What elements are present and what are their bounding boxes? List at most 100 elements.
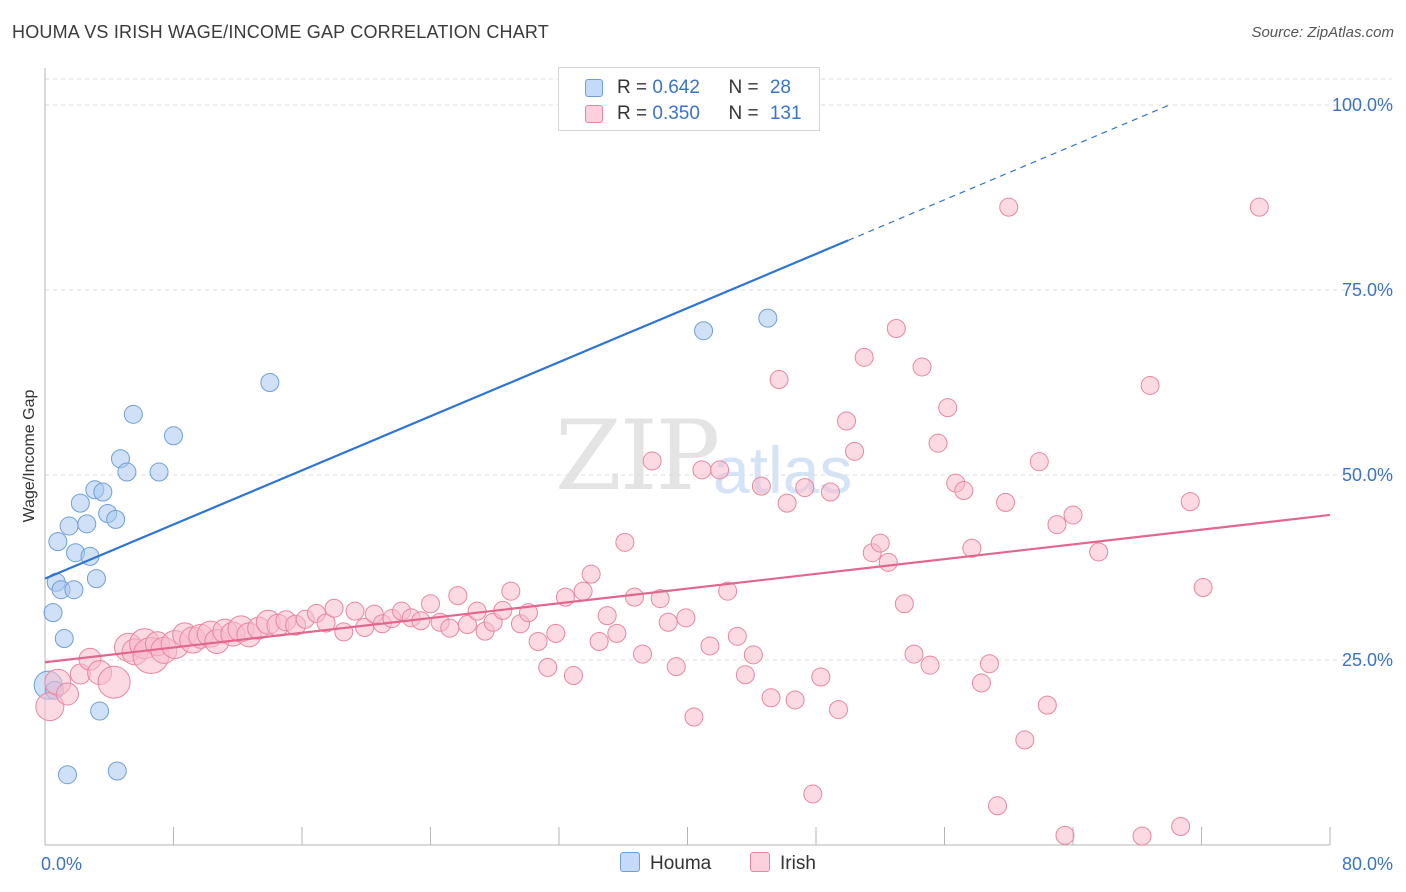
irish-point xyxy=(845,441,865,461)
irish-point xyxy=(962,538,982,558)
houma-point xyxy=(164,426,183,446)
irish-point xyxy=(1089,542,1109,562)
legend-r-value: 0.642 xyxy=(652,77,700,98)
irish-point xyxy=(528,632,548,651)
legend-stats: R = 0.642 N = 28 R = 0.350 N = 131 xyxy=(558,67,820,131)
irish-point xyxy=(811,667,831,687)
irish-point xyxy=(581,564,601,584)
irish-point xyxy=(854,347,874,367)
irish-point xyxy=(795,478,815,498)
irish-point xyxy=(334,622,354,642)
irish-point xyxy=(803,784,823,804)
irish-point xyxy=(912,357,932,377)
irish-point xyxy=(666,657,686,677)
irish-point xyxy=(55,682,79,706)
irish-point xyxy=(1193,577,1213,597)
irish-point xyxy=(573,581,593,601)
houma-point xyxy=(694,321,714,341)
x-tick-label: 80.0% xyxy=(1342,854,1393,874)
irish-point xyxy=(1249,197,1269,217)
houma-point xyxy=(106,509,126,529)
irish-point xyxy=(563,666,583,686)
irish-point xyxy=(650,589,670,609)
irish-point xyxy=(761,688,781,708)
houma-point xyxy=(117,462,137,482)
irish-point xyxy=(692,460,712,480)
irish-point xyxy=(837,411,857,431)
irish-point xyxy=(1140,375,1160,395)
irish-point xyxy=(1029,452,1049,472)
irish-point xyxy=(979,654,999,674)
irish-point xyxy=(700,636,720,656)
irish-point xyxy=(820,482,840,502)
y-tick-label: 75.0% xyxy=(1342,280,1393,300)
irish-point xyxy=(589,632,609,651)
legend-r-label: R = xyxy=(617,103,653,124)
irish-point xyxy=(1047,515,1067,535)
irish-point xyxy=(938,398,958,418)
irish-point xyxy=(727,626,747,646)
irish-point xyxy=(999,197,1019,217)
houma-point xyxy=(77,514,97,534)
x-tick-label: 0.0% xyxy=(41,854,82,874)
irish-point xyxy=(954,481,974,501)
irish-point xyxy=(597,606,617,626)
irish-point xyxy=(988,796,1008,816)
y-axis-label: Wage/Income Gap xyxy=(21,390,38,523)
houma-point xyxy=(54,629,74,649)
irish-point xyxy=(1063,505,1083,525)
irish-point xyxy=(316,613,336,633)
irish-point xyxy=(751,476,771,496)
houma-point xyxy=(107,761,127,781)
irish-point xyxy=(1015,730,1035,750)
legend-item-irish[interactable]: Irish xyxy=(750,852,816,875)
houma-point xyxy=(43,603,63,623)
legend-n-label: N = xyxy=(728,103,764,124)
legend-r-label: R = xyxy=(617,77,653,98)
legend-swatch-irish xyxy=(750,852,770,872)
irish-point xyxy=(920,655,940,675)
y-tick-label: 50.0% xyxy=(1342,465,1393,485)
y-tick-label: 25.0% xyxy=(1342,650,1393,670)
irish-point xyxy=(546,623,566,643)
irish-point xyxy=(886,318,906,338)
watermark-zip: ZIP xyxy=(555,400,720,512)
legend-swatch-houma xyxy=(620,852,640,872)
irish-point xyxy=(97,665,131,699)
legend-item-houma[interactable]: Houma xyxy=(620,852,711,875)
irish-point xyxy=(676,608,696,628)
irish-point xyxy=(878,552,898,572)
irish-point xyxy=(743,645,763,665)
legend-n-value: 28 xyxy=(769,77,791,98)
legend-label-houma: Houma xyxy=(650,853,712,874)
houma-point xyxy=(57,765,77,785)
legend-swatch-irish xyxy=(585,105,603,123)
legend-n-label: N = xyxy=(728,77,764,98)
irish-point xyxy=(710,460,730,480)
houma-point xyxy=(86,569,106,589)
irish-point xyxy=(501,581,521,601)
houma-point xyxy=(260,373,280,392)
irish-point xyxy=(642,451,662,471)
irish-point xyxy=(448,586,468,606)
irish-point xyxy=(324,598,344,618)
houma-point xyxy=(93,482,113,502)
irish-point xyxy=(1037,695,1057,715)
irish-point xyxy=(538,657,558,677)
irish-point xyxy=(1132,826,1152,846)
irish-point xyxy=(870,533,890,553)
irish-point xyxy=(607,623,627,643)
irish-point xyxy=(996,492,1016,512)
irish-point xyxy=(1171,817,1191,836)
irish-point xyxy=(440,618,460,638)
houma-point xyxy=(64,580,84,600)
irish-point xyxy=(894,594,914,614)
irish-point xyxy=(345,601,365,621)
irish-point xyxy=(624,587,644,607)
houma-trend-extension xyxy=(847,104,1170,241)
houma-point xyxy=(149,462,169,482)
houma-point xyxy=(48,532,68,552)
irish-point xyxy=(904,644,924,664)
irish-point xyxy=(718,581,738,601)
houma-point xyxy=(123,404,143,424)
